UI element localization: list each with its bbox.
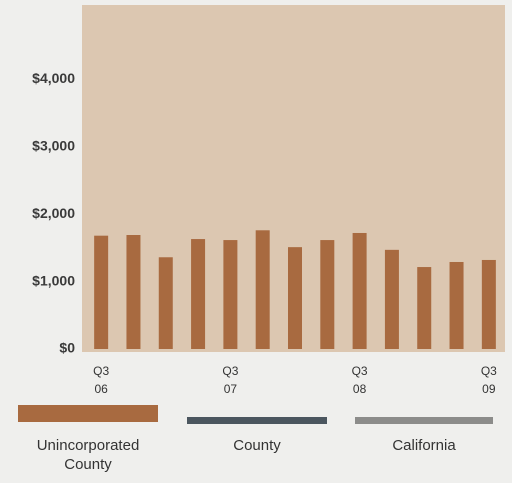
bar	[384, 249, 399, 349]
legend-swatch	[18, 405, 158, 422]
legend-swatch	[187, 417, 327, 424]
bar	[158, 257, 173, 349]
bar	[320, 240, 335, 349]
bar	[288, 247, 302, 349]
legend-label: Unincorporated County	[36, 437, 140, 473]
y-tick-label: $0	[59, 340, 75, 356]
bar	[94, 235, 109, 349]
bar	[223, 240, 238, 349]
legend-label: California	[392, 437, 456, 454]
legend-label: County	[233, 437, 281, 454]
bar	[481, 259, 496, 349]
bar	[126, 235, 141, 349]
bar	[255, 230, 270, 349]
bar	[352, 232, 367, 349]
y-tick-label: $1,000	[32, 272, 75, 288]
bar	[191, 239, 206, 349]
x-tick-label: Q3 08	[351, 364, 368, 396]
legend-swatch	[355, 417, 493, 424]
x-tick-label: Q3 06	[93, 364, 110, 396]
bar	[449, 261, 464, 349]
x-tick-label: Q3 09	[480, 364, 497, 396]
x-tick-label: Q3 07	[222, 364, 239, 396]
y-tick-label: $2,000	[32, 205, 75, 221]
bar	[417, 267, 432, 349]
y-tick-label: $4,000	[32, 70, 75, 86]
y-tick-label: $3,000	[32, 137, 75, 153]
